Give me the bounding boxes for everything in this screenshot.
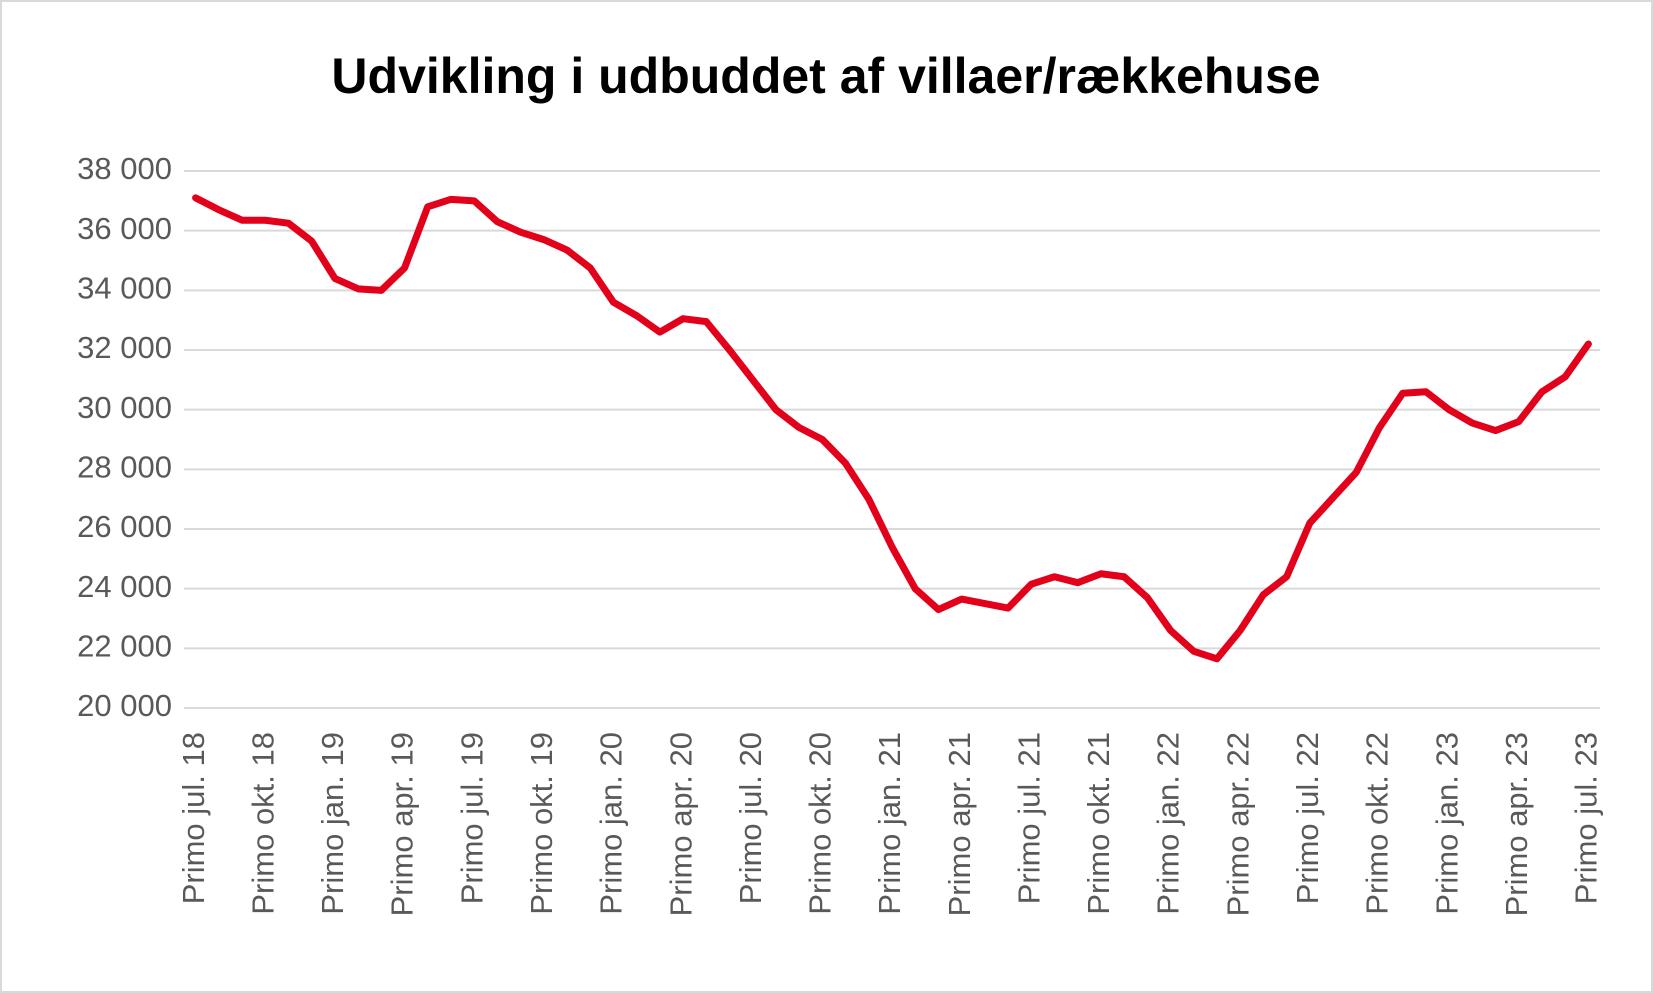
y-tick-label: 28 000 bbox=[77, 450, 172, 485]
y-tick-label: 32 000 bbox=[77, 330, 172, 365]
x-tick-label: Primo apr. 23 bbox=[1499, 732, 1534, 916]
x-tick-label: Primo jul. 23 bbox=[1569, 732, 1604, 904]
x-tick-label: Primo apr. 19 bbox=[385, 732, 420, 916]
y-tick-label: 36 000 bbox=[77, 211, 172, 246]
x-tick-label: Primo okt. 22 bbox=[1360, 732, 1395, 915]
x-tick-label: Primo apr. 20 bbox=[663, 732, 698, 916]
y-tick-label: 26 000 bbox=[77, 509, 172, 544]
y-tick-label: 24 000 bbox=[77, 569, 172, 604]
y-tick-label: 34 000 bbox=[77, 271, 172, 306]
x-tick-label: Primo apr. 22 bbox=[1220, 732, 1255, 916]
chart-title: Udvikling i udbuddet af villaer/rækkehus… bbox=[331, 48, 1320, 104]
x-tick-label: Primo jan. 20 bbox=[594, 732, 629, 915]
y-tick-label: 22 000 bbox=[77, 629, 172, 664]
x-tick-label: Primo jan. 19 bbox=[315, 732, 350, 915]
x-tick-label: Primo jul. 19 bbox=[454, 732, 489, 904]
x-tick-label: Primo okt. 20 bbox=[803, 732, 838, 915]
y-tick-label: 38 000 bbox=[77, 151, 172, 186]
x-tick-label: Primo jul. 21 bbox=[1011, 732, 1046, 904]
line-series bbox=[192, 194, 1592, 663]
x-tick-label: Primo jul. 20 bbox=[733, 732, 768, 904]
x-tick-label: Primo okt. 19 bbox=[524, 732, 559, 915]
x-tick-label: Primo jan. 22 bbox=[1151, 732, 1186, 915]
y-tick-label: 20 000 bbox=[77, 688, 172, 723]
x-tick-label: Primo apr. 21 bbox=[942, 732, 977, 916]
x-tick-label: Primo jul. 22 bbox=[1290, 732, 1325, 904]
x-tick-label: Primo okt. 18 bbox=[245, 732, 280, 915]
x-tick-label: Primo okt. 21 bbox=[1081, 732, 1116, 915]
y-tick-label: 30 000 bbox=[77, 390, 172, 425]
x-tick-label: Primo jan. 21 bbox=[872, 732, 907, 915]
x-tick-label: Primo jul. 18 bbox=[176, 732, 211, 904]
x-tick-label: Primo jan. 23 bbox=[1429, 732, 1464, 915]
